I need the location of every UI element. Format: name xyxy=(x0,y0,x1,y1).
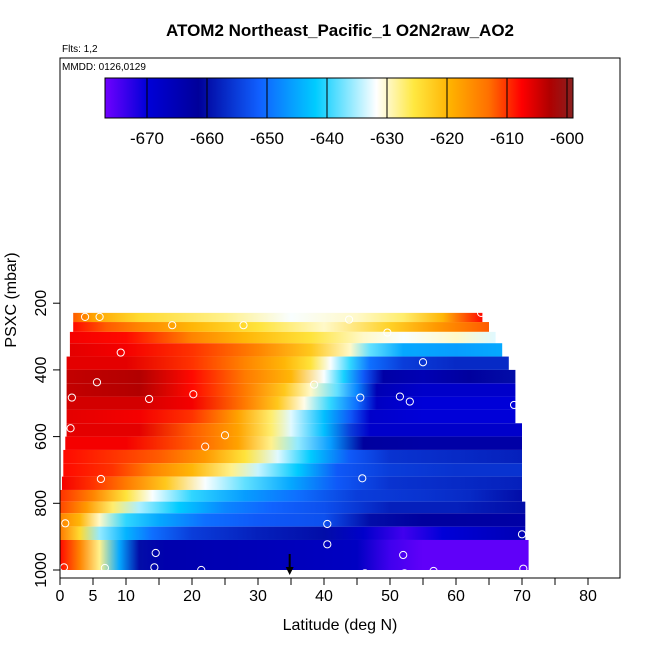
sample-point xyxy=(519,564,528,573)
sample-point xyxy=(150,563,159,572)
sample-point xyxy=(92,378,102,387)
sample-point xyxy=(239,321,248,330)
y-tick-label: 1000 xyxy=(33,552,50,588)
sample-point xyxy=(310,380,319,389)
heatmap-layer xyxy=(63,449,523,464)
heatmap-layer xyxy=(60,526,526,540)
heatmap-layer xyxy=(60,513,526,527)
colorbar-tick-label: -620 xyxy=(430,129,464,148)
heatmap-layer xyxy=(66,383,516,397)
x-tick-label: 10 xyxy=(117,588,135,605)
x-tick-label: 0 xyxy=(56,588,65,605)
colorbar-ticks-group: -670 -660 -650 -640 -630 -620 -610 -600 xyxy=(130,78,584,148)
sample-point xyxy=(95,312,104,321)
x-tick-label: 70 xyxy=(513,588,531,605)
heatmap-layer xyxy=(65,436,522,450)
heatmap-layer xyxy=(60,539,529,570)
sample-point xyxy=(383,328,392,337)
heatmap-layer xyxy=(69,343,503,357)
y-tick-label: 600 xyxy=(33,423,50,450)
heatmap-layer xyxy=(60,501,526,514)
x-tick-label: 60 xyxy=(447,588,465,605)
sample-point xyxy=(66,424,75,433)
sample-point xyxy=(405,397,414,406)
x-tick-label: 40 xyxy=(315,588,333,605)
sample-point xyxy=(360,569,370,578)
y-tick-label: 200 xyxy=(33,290,50,317)
heatmap-layer xyxy=(69,331,496,344)
sample-point xyxy=(96,474,106,484)
heatmap-layer xyxy=(60,489,522,502)
sample-point xyxy=(323,540,332,549)
colorbar-tick-label: -670 xyxy=(130,129,164,148)
x-axis-label: Latitude (deg N) xyxy=(283,617,398,634)
y-tick-label: 800 xyxy=(33,490,50,517)
sample-point xyxy=(116,348,125,357)
colorbar-tick-label: -640 xyxy=(310,129,344,148)
sample-point xyxy=(509,400,519,410)
sample-point xyxy=(80,312,90,321)
y-axis: 200 400 600 800 1000 xyxy=(33,290,60,588)
heatmap-layer xyxy=(66,423,522,437)
colorbar-tick-label: -630 xyxy=(370,129,404,148)
heatmap-layer xyxy=(66,369,516,384)
sample-point xyxy=(201,442,210,451)
sample-point xyxy=(399,550,408,560)
dates-label: MMDD: 0126,0129 xyxy=(62,62,146,73)
y-tick-label: 400 xyxy=(33,356,50,383)
sample-point xyxy=(395,392,404,401)
sample-point xyxy=(100,563,109,573)
heatmap-layer xyxy=(73,322,489,332)
sample-point xyxy=(418,358,428,367)
sample-point xyxy=(61,519,70,528)
latitude-marker xyxy=(285,553,294,576)
colorbar-tick-label: -650 xyxy=(250,129,284,148)
flights-label: Flts: 1,2 xyxy=(62,44,98,55)
x-tick-label: 5 xyxy=(89,588,98,605)
sample-point xyxy=(151,548,160,558)
sample-point xyxy=(356,393,365,402)
sample-point xyxy=(220,431,230,440)
colorbar-tick-label: -610 xyxy=(490,129,524,148)
sample-point xyxy=(67,393,76,402)
y-axis-label: PSXC (mbar) xyxy=(3,252,20,347)
sample-point xyxy=(323,519,332,529)
colorbar-tick-label: -600 xyxy=(550,129,584,148)
colorbar-tick-label: -660 xyxy=(190,129,224,148)
colorbar xyxy=(104,77,574,119)
heatmap-layer xyxy=(66,396,516,410)
chart-title: ATOM2 Northeast_Pacific_1 O2N2raw_AO2 xyxy=(166,21,514,40)
heatmap-layer xyxy=(63,463,523,477)
plot-border xyxy=(59,57,621,579)
heatmap-layer-group xyxy=(60,312,529,570)
x-tick-label: 30 xyxy=(249,588,267,605)
heatmap-layer xyxy=(66,409,516,424)
sample-point xyxy=(517,530,527,539)
x-tick-label: 50 xyxy=(381,588,399,605)
sample-point xyxy=(197,565,206,575)
sample-point xyxy=(476,308,486,317)
sample-point xyxy=(145,394,154,404)
sample-point xyxy=(189,390,198,399)
marker-arrowhead xyxy=(285,567,294,576)
heatmap-layer xyxy=(66,356,509,370)
x-tick-label: 20 xyxy=(183,588,201,605)
heatmap-layer xyxy=(61,476,522,490)
x-tick-label: 80 xyxy=(579,588,597,605)
heatmap-layer xyxy=(73,312,483,323)
sample-point xyxy=(344,315,354,324)
x-axis: 0 5 10 20 30 40 50 60 70 80 xyxy=(56,578,597,605)
sample-point xyxy=(400,569,409,578)
sample-point xyxy=(168,321,177,330)
sample-point xyxy=(429,566,438,576)
sample-point xyxy=(358,474,367,483)
